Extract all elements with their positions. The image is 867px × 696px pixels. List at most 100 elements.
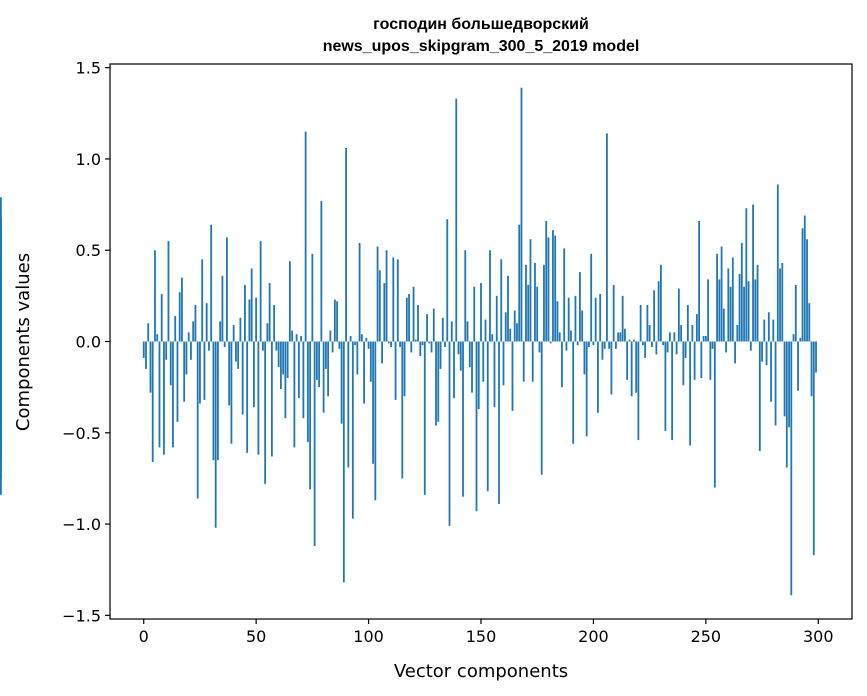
bar <box>486 341 489 492</box>
bar <box>203 341 206 400</box>
bar <box>552 230 554 342</box>
y-tick-label: 0.0 <box>76 333 101 352</box>
bar <box>414 339 417 342</box>
bar <box>160 294 163 342</box>
bar <box>363 341 365 404</box>
bar <box>507 275 509 342</box>
bar <box>275 341 278 351</box>
bar <box>538 341 541 353</box>
bar <box>482 341 485 382</box>
bar <box>594 297 597 342</box>
x-tick-label: 150 <box>466 627 497 646</box>
bar <box>617 332 620 342</box>
bar <box>565 341 568 351</box>
bar <box>185 341 188 375</box>
bar <box>266 323 269 342</box>
bar <box>749 341 752 351</box>
x-axis-ticks: 0 50 100 150 200 250 300 <box>139 619 834 646</box>
bar <box>783 341 786 417</box>
bar <box>641 341 644 346</box>
bar <box>306 341 309 442</box>
bar <box>309 341 312 490</box>
bar <box>268 283 271 342</box>
y-tick-label: 1.5 <box>76 59 101 78</box>
bar <box>163 341 165 455</box>
bar <box>770 341 772 402</box>
plot-frame <box>109 63 853 620</box>
bar <box>624 328 626 342</box>
bar <box>691 325 694 342</box>
bar <box>601 341 604 360</box>
bar <box>345 147 347 342</box>
bar <box>333 299 336 342</box>
bar <box>779 268 781 342</box>
bar <box>590 253 593 342</box>
bar <box>428 341 431 344</box>
bar <box>381 341 383 364</box>
bar <box>0 341 2 406</box>
bar <box>464 250 467 342</box>
bar <box>579 272 581 342</box>
bar <box>466 321 469 342</box>
bar <box>169 341 172 386</box>
bar <box>145 341 147 369</box>
bar <box>684 341 687 358</box>
bar <box>230 341 233 444</box>
bar <box>772 319 775 342</box>
y-tick-label: −0.5 <box>62 424 101 443</box>
bar <box>297 341 300 399</box>
bar <box>702 336 705 342</box>
bar <box>621 295 624 342</box>
bar <box>543 264 545 342</box>
y-axis-ticks: −1.5 −1.0 −0.5 0.0 0.5 1.0 1.5 <box>62 59 110 625</box>
bar <box>151 341 154 462</box>
bar <box>522 341 525 382</box>
bar <box>657 281 660 342</box>
bar <box>531 341 534 382</box>
bar <box>199 341 201 404</box>
y-tick-label: −1.5 <box>62 606 101 625</box>
bar <box>318 341 321 388</box>
bar <box>554 235 557 342</box>
bar <box>369 341 372 382</box>
bar <box>383 283 386 342</box>
bar <box>761 341 763 362</box>
x-tick-label: 100 <box>353 627 384 646</box>
bar <box>187 332 190 342</box>
bar <box>295 334 298 342</box>
bar <box>745 208 748 342</box>
bar <box>707 279 709 342</box>
bar <box>228 341 231 406</box>
bar <box>468 341 471 368</box>
bar <box>725 341 727 353</box>
bar <box>680 325 683 342</box>
bar <box>329 330 332 342</box>
bar <box>149 341 152 393</box>
bar <box>340 341 343 424</box>
bar <box>219 321 222 342</box>
bar <box>300 336 303 342</box>
bar <box>644 341 647 358</box>
bar <box>747 281 750 342</box>
bar <box>799 337 802 342</box>
bar <box>576 341 579 346</box>
bar <box>437 341 440 422</box>
bar <box>731 257 734 342</box>
bar <box>338 341 341 349</box>
bar <box>154 250 156 342</box>
bar <box>412 286 415 342</box>
bar <box>457 341 460 355</box>
bar <box>545 221 548 342</box>
bar <box>147 323 150 342</box>
bar <box>313 341 316 546</box>
bar <box>311 253 314 342</box>
bar <box>763 319 766 342</box>
bar <box>498 341 500 504</box>
bar <box>208 341 210 351</box>
bar <box>450 321 453 342</box>
bar <box>324 341 327 369</box>
bar <box>480 283 482 342</box>
bar <box>223 341 226 347</box>
bar <box>729 286 732 342</box>
